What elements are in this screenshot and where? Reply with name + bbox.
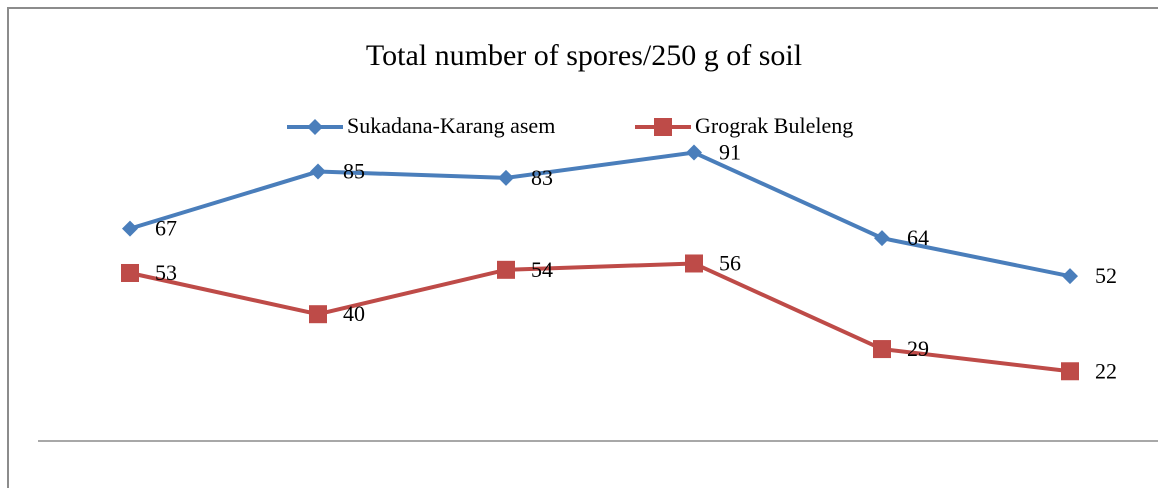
marker: [874, 230, 890, 247]
marker: [686, 144, 702, 161]
marker: [497, 260, 515, 279]
data-label: 52: [1095, 263, 1117, 288]
data-label: 29: [907, 336, 929, 361]
chart-title: Total number of spores/250 g of soil: [366, 39, 802, 72]
data-label: 53: [155, 260, 177, 285]
legend-label: Grograk Buleleng: [695, 113, 853, 138]
marker: [310, 163, 326, 180]
data-label: 91: [719, 140, 741, 165]
x-tick-label: Dec: [864, 485, 900, 488]
x-tick-label: Feb/12: [1039, 485, 1100, 488]
marker: [309, 305, 327, 324]
series-line: [129, 261, 1071, 374]
data-label: 67: [155, 216, 177, 241]
marker: [685, 254, 703, 273]
x-tick-label: Agust: [480, 485, 533, 488]
data-label: 64: [907, 225, 929, 250]
marker: [498, 169, 514, 186]
marker: [121, 263, 139, 282]
legend-marker: [307, 119, 323, 135]
legend-label: Sukadana-Karang asem: [347, 113, 555, 138]
series-line: [129, 150, 1071, 279]
legend-marker: [654, 118, 672, 136]
data-label: 54: [531, 257, 553, 282]
marker: [1061, 362, 1079, 381]
data-label: 85: [343, 159, 365, 184]
x-tick-label: Oct: [678, 485, 710, 488]
x-tick-label: April/11: [93, 485, 167, 488]
marker: [873, 340, 891, 359]
chart-frame: [7, 7, 1158, 488]
x-tick-label: June: [298, 485, 338, 488]
marker: [122, 220, 138, 237]
data-label: 83: [531, 165, 553, 190]
marker: [1062, 268, 1078, 285]
data-label: 40: [343, 301, 365, 326]
data-label: 22: [1095, 358, 1117, 383]
data-label: 56: [719, 251, 741, 276]
